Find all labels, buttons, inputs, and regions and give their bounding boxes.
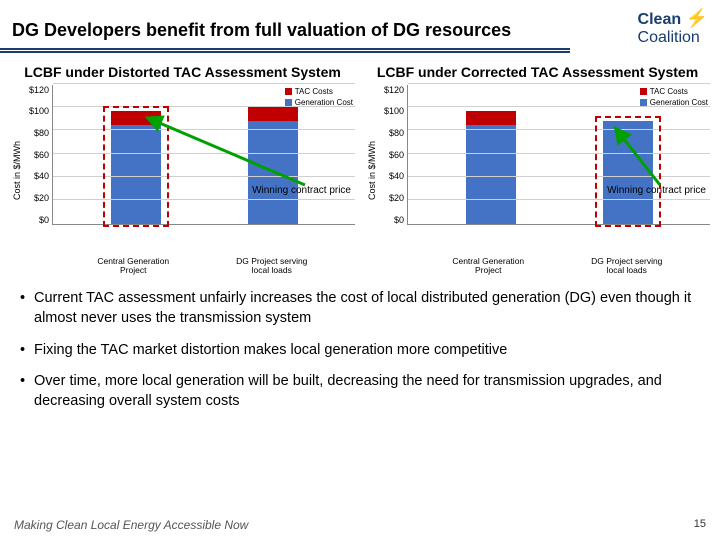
logo: Clean ⚡Coalition: [638, 8, 708, 47]
bar-stack: [111, 111, 161, 224]
footer-tagline: Making Clean Local Energy Accessible Now: [14, 518, 248, 532]
annotation-left: Winning contract price: [252, 185, 351, 196]
annotation-right: Winning contract price: [607, 185, 706, 196]
chart-right-title: LCBF under Corrected TAC Assessment Syst…: [365, 64, 710, 81]
slide-header: DG Developers benefit from full valuatio…: [0, 0, 720, 60]
y-axis-ticks-right: $120$100$80$60$40$20$0: [379, 85, 407, 225]
bullet-item: Current TAC assessment unfairly increase…: [20, 289, 700, 328]
x-axis-right: Central Generation ProjectDG Project ser…: [405, 255, 710, 276]
y-axis-label: Cost in $/MWh: [365, 85, 379, 255]
slide-title: DG Developers benefit from full valuatio…: [12, 20, 511, 41]
charts-row: LCBF under Distorted TAC Assessment Syst…: [0, 60, 720, 275]
plot-right: TAC CostsGeneration Cost Winning contrac…: [407, 85, 710, 225]
header-underline: [0, 48, 570, 50]
bullet-item: Over time, more local generation will be…: [20, 372, 700, 411]
y-axis-ticks-left: $120$100$80$60$40$20$0: [24, 85, 52, 225]
chart-left-title: LCBF under Distorted TAC Assessment Syst…: [10, 64, 355, 81]
bar-stack: [466, 111, 516, 224]
logo-text: Clean ⚡Coalition: [638, 8, 708, 47]
chart-right: LCBF under Corrected TAC Assessment Syst…: [365, 64, 710, 275]
bolt-icon: ⚡: [686, 8, 708, 28]
x-axis-left: Central Generation ProjectDG Project ser…: [50, 255, 355, 276]
footer: Making Clean Local Energy Accessible Now…: [14, 518, 706, 532]
plot-left: TAC CostsGeneration Cost Winning contrac…: [52, 85, 355, 225]
y-axis-label: Cost in $/MWh: [10, 85, 24, 255]
chart-left: LCBF under Distorted TAC Assessment Syst…: [10, 64, 355, 275]
page-number: 15: [694, 518, 706, 532]
bullet-item: Fixing the TAC market distortion makes l…: [20, 341, 700, 361]
bar-stack: [603, 121, 653, 224]
bar-stack: [248, 107, 298, 224]
bullet-list: Current TAC assessment unfairly increase…: [0, 275, 720, 411]
